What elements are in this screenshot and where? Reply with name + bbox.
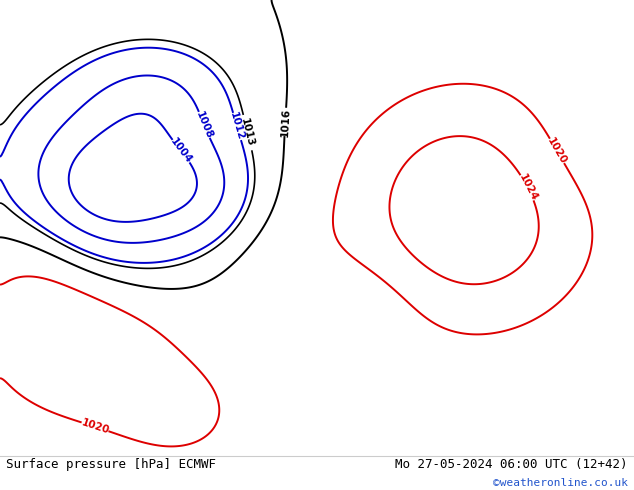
Text: 1012: 1012 <box>228 111 246 142</box>
Text: ©weatheronline.co.uk: ©weatheronline.co.uk <box>493 478 628 488</box>
Text: 1020: 1020 <box>545 136 569 166</box>
Text: Mo 27-05-2024 06:00 UTC (12+42): Mo 27-05-2024 06:00 UTC (12+42) <box>395 458 628 471</box>
Text: 1020: 1020 <box>80 417 110 436</box>
Text: 1016: 1016 <box>280 107 291 137</box>
Text: Surface pressure [hPa] ECMWF: Surface pressure [hPa] ECMWF <box>6 458 216 471</box>
Text: 1004: 1004 <box>169 136 194 166</box>
Text: 1024: 1024 <box>517 172 539 203</box>
Text: 1013: 1013 <box>240 117 256 148</box>
Text: 1008: 1008 <box>194 110 214 140</box>
